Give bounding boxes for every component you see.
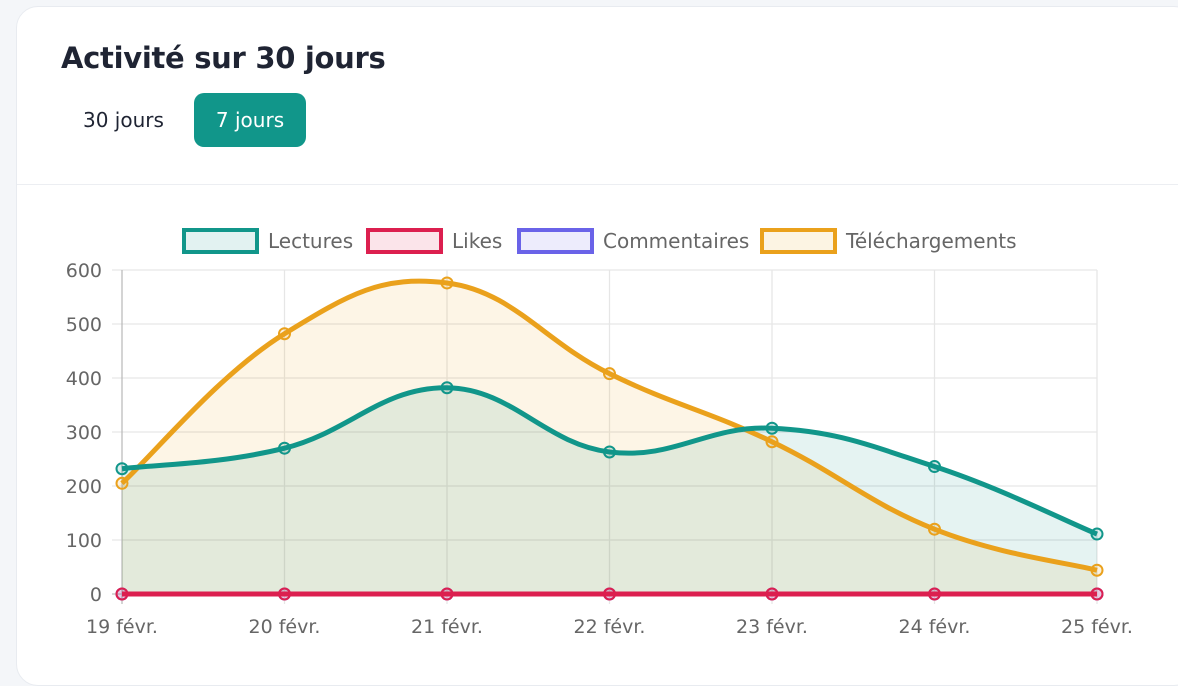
point-telechargements[interactable] xyxy=(278,327,291,341)
series-line-lectures xyxy=(121,385,1098,537)
point-telechargements[interactable] xyxy=(440,276,454,290)
x-tick-label: 19 févr. xyxy=(86,616,158,638)
point-telechargements[interactable] xyxy=(1090,563,1104,577)
legend-swatch-lectures[interactable] xyxy=(182,228,259,254)
legend-swatch-telechargements[interactable] xyxy=(760,228,837,254)
activity-card: Activité sur 30 jours 30 jours 7 jours xyxy=(16,6,1178,686)
point-telechargements[interactable] xyxy=(928,522,941,536)
point-lectures[interactable] xyxy=(603,445,616,459)
point-lectures[interactable] xyxy=(1090,527,1104,541)
y-tick-label: 600 xyxy=(66,260,102,282)
point-likes[interactable] xyxy=(278,587,291,601)
y-tick-label: 100 xyxy=(66,530,102,552)
y-tick-label: 400 xyxy=(66,368,102,390)
y-tick-label: 500 xyxy=(66,314,102,336)
legend-label-lectures[interactable]: Lectures xyxy=(268,229,353,253)
point-likes[interactable] xyxy=(1090,587,1104,601)
card-header: Activité sur 30 jours 30 jours 7 jours xyxy=(17,7,1178,185)
x-tick-label: 25 févr. xyxy=(1061,616,1133,638)
x-tick-label: 23 févr. xyxy=(736,616,808,638)
point-likes[interactable] xyxy=(928,587,941,601)
series-line-telechargements xyxy=(120,278,1098,573)
y-tick-label: 0 xyxy=(90,584,102,606)
series-area-lectures xyxy=(122,387,1097,594)
x-tick-label: 20 févr. xyxy=(249,616,321,638)
tab-30-days[interactable]: 30 jours xyxy=(83,108,164,132)
point-lectures[interactable] xyxy=(278,441,291,455)
point-lectures[interactable] xyxy=(440,381,454,395)
x-tick-label: 21 févr. xyxy=(411,616,483,638)
point-lectures[interactable] xyxy=(928,460,941,474)
y-tick-label: 300 xyxy=(66,422,102,444)
point-lectures[interactable] xyxy=(765,421,779,435)
point-likes[interactable] xyxy=(115,587,129,601)
point-likes[interactable] xyxy=(765,587,779,601)
point-likes[interactable] xyxy=(603,587,616,601)
legend-swatch-likes[interactable] xyxy=(366,228,443,254)
point-lectures[interactable] xyxy=(115,462,129,476)
point-telechargements[interactable] xyxy=(765,435,779,449)
y-tick-label: 200 xyxy=(66,476,102,498)
x-tick-label: 22 févr. xyxy=(574,616,646,638)
legend-label-commentaires[interactable]: Commentaires xyxy=(603,229,749,253)
legend-swatch-commentaires[interactable] xyxy=(517,228,594,254)
legend-label-telechargements[interactable]: Téléchargements xyxy=(845,229,1017,253)
tab-7-days[interactable]: 7 jours xyxy=(193,93,307,147)
card-title: Activité sur 30 jours xyxy=(61,41,386,75)
point-likes[interactable] xyxy=(440,587,454,601)
period-tabs: 30 jours 7 jours xyxy=(61,93,307,147)
series-area-telechargements xyxy=(122,281,1097,594)
x-tick-label: 24 févr. xyxy=(899,616,971,638)
point-telechargements[interactable] xyxy=(603,367,616,381)
point-telechargements[interactable] xyxy=(115,476,129,490)
legend-label-likes[interactable]: Likes xyxy=(452,229,502,253)
